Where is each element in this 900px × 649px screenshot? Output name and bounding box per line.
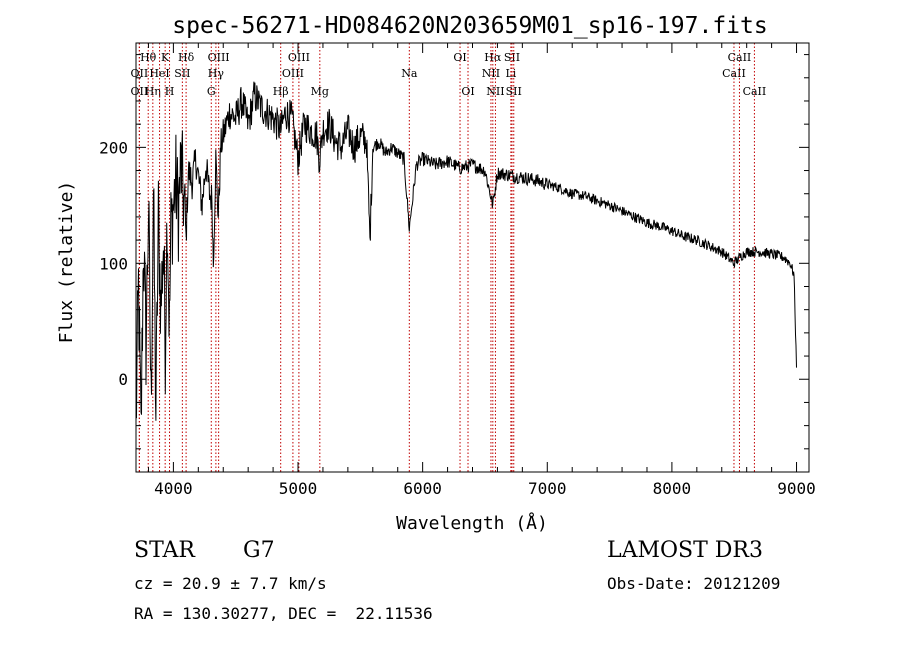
x-tick-label-7000: 7000 [528, 479, 567, 498]
y-axis-label: Flux (relative) [56, 181, 77, 344]
x-tick-label-9000: 9000 [777, 479, 816, 498]
line-label-17: OI [453, 51, 466, 64]
line-label-23: SII [504, 51, 520, 64]
line-label-4: HeI [149, 67, 169, 80]
line-label-1: OII [131, 67, 149, 80]
line-label-19: Hα [484, 51, 502, 64]
line-label-21: NII [486, 85, 504, 98]
y-tick-label-200: 200 [99, 138, 128, 157]
line-label-22: Li [505, 67, 516, 80]
spectrum-series [135, 81, 797, 421]
obs-date: Obs-Date: 20121209 [607, 574, 781, 593]
line-label-0: Hθ [140, 51, 157, 64]
survey-name: LAMOST DR3 [607, 538, 763, 563]
line-label-8: Hδ [178, 51, 195, 64]
object-class: STAR [134, 538, 195, 563]
axes: 4000 5000 6000 7000 8000 9000 0 100 200 [99, 43, 816, 498]
line-label-11: G [207, 85, 216, 98]
x-tick-label-6000: 6000 [403, 479, 442, 498]
line-label-27: CaII [743, 85, 767, 98]
x-tick-label-4000: 4000 [154, 479, 193, 498]
line-label-15: Mg [311, 85, 329, 98]
chart-title: spec-56271-HD084620N203659M01_sp16-197.f… [172, 13, 767, 39]
x-axis-label: Wavelength (Å) [396, 512, 548, 534]
line-label-7: SII [174, 67, 190, 80]
line-label-12: Hβ [273, 85, 289, 98]
x-tick-label-8000: 8000 [653, 479, 692, 498]
x-tick-label-5000: 5000 [279, 479, 318, 498]
object-subclass: G7 [243, 538, 275, 563]
line-label-9: OIII [208, 51, 230, 64]
y-tick-label-0: 0 [118, 370, 128, 389]
line-label-25: CaII [722, 67, 746, 80]
line-label-24: SII [506, 85, 522, 98]
line-label-10: Hγ [208, 67, 225, 80]
line-label-13: OIII [282, 67, 304, 80]
y-tick-label-100: 100 [99, 254, 128, 273]
redshift-readout: cz = 20.9 ± 7.7 km/s [134, 574, 327, 593]
line-label-5: K [161, 51, 170, 64]
line-label-18: OI [461, 85, 474, 98]
line-label-14: OIII [288, 51, 310, 64]
line-label-3: Hη [145, 85, 161, 98]
line-label-26: CaII [728, 51, 752, 64]
series-0-line [135, 81, 797, 421]
coordinates: RA = 130.30277, DEC = 22.11536 [134, 604, 433, 623]
line-label-20: NII [482, 67, 500, 80]
line-label-16: Na [401, 67, 418, 80]
line-label-6: H [165, 85, 175, 98]
line-label-2: OII [131, 85, 149, 98]
